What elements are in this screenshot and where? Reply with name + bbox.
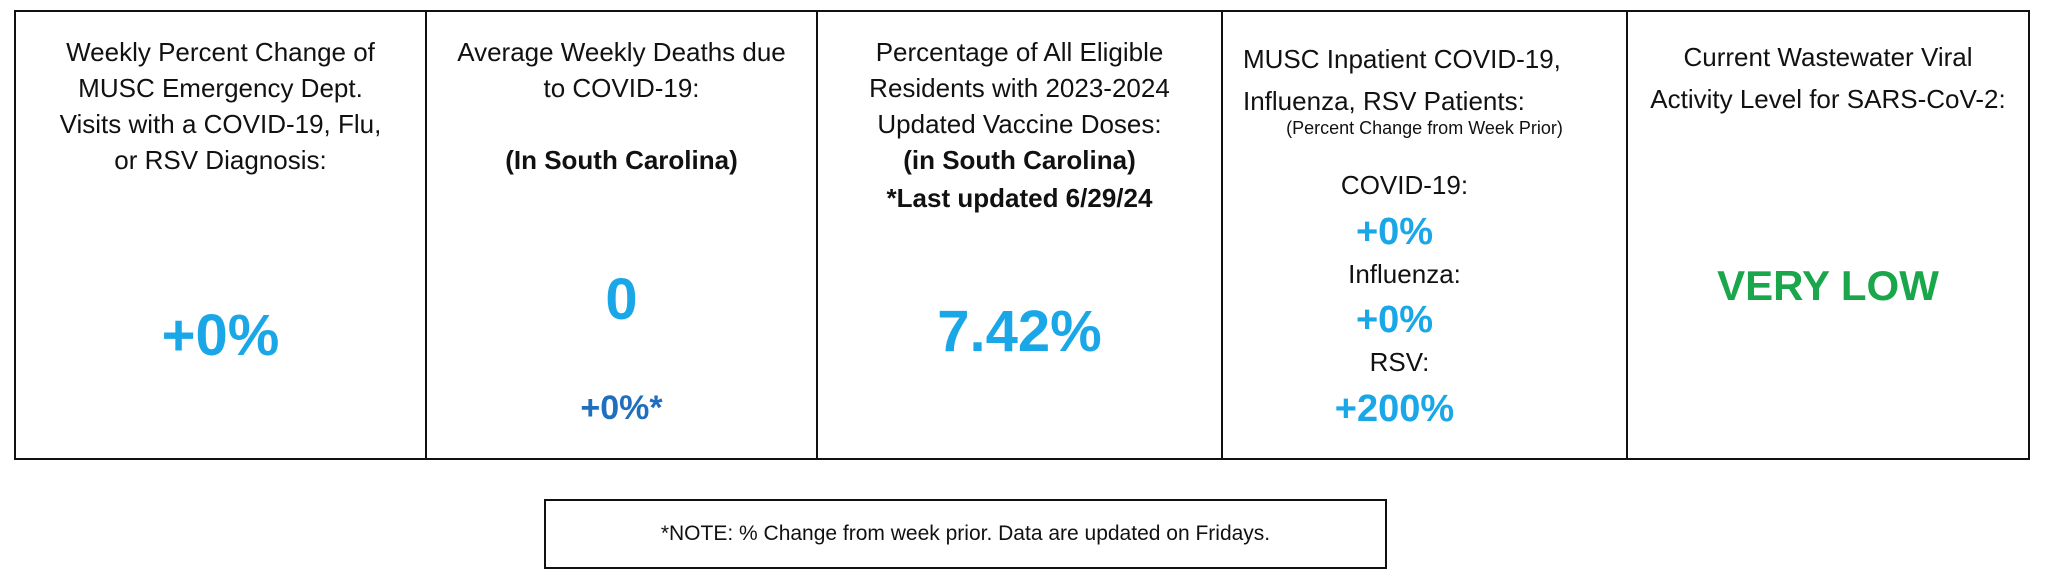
footnote: *NOTE: % Change from week prior. Data ar… [544,499,1387,569]
item-label: Influenza: [1348,259,1461,289]
panel-note: *Last updated 6/29/24 [886,183,1153,213]
panel-title: Current Wastewater Viral Activity Level … [1650,42,2006,114]
panel-subtitle: (in South Carolina) [903,145,1136,175]
panel: Percentage of All Eligible Residents wit… [816,10,1223,460]
item-value: +0% [1355,211,1434,253]
panel-title: MUSC Inpatient COVID-19, Influenza, RSV … [1243,44,1561,116]
panel-subtitle: (In South Carolina) [505,145,738,175]
item-label: COVID-19: [1340,170,1469,200]
panel-value: 7.42% [937,299,1102,364]
panel: Weekly Percent Change of MUSC Emergency … [14,10,427,460]
item-label: RSV: [1369,347,1430,377]
panel-title: Percentage of All Eligible Residents wit… [869,37,1170,139]
panel: Current Wastewater Viral Activity Level … [1626,10,2030,460]
panel-value: VERY LOW [1717,262,1939,309]
panel-value: 0 [605,267,638,332]
item-value: +200% [1334,388,1455,430]
panel-title: Weekly Percent Change of MUSC Emergency … [59,37,382,175]
panel-change: +0%* [580,389,663,427]
panel: Average Weekly Deaths due to COVID-19: (… [425,10,818,460]
panel-title: Average Weekly Deaths due to COVID-19: [457,37,786,103]
item-value: +0% [1355,299,1434,341]
panel-value: +0% [161,303,280,368]
panel-subtitle: (Percent Change from Week Prior) [1286,118,1563,138]
panel: MUSC Inpatient COVID-19, Influenza, RSV … [1221,10,1628,460]
